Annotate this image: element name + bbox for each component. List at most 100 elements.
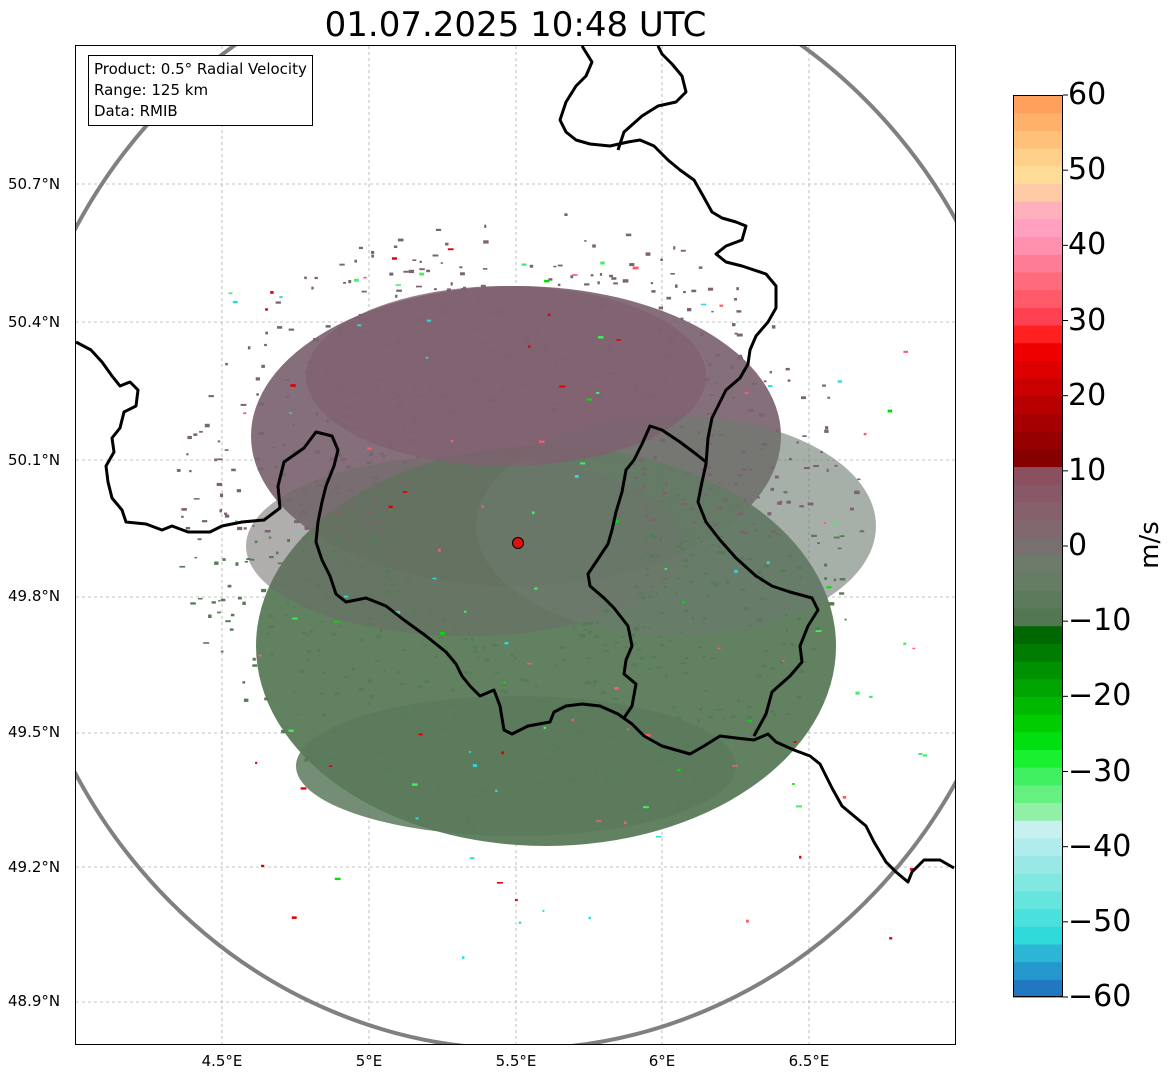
echo-pixel: [326, 512, 331, 515]
echo-pixel: [544, 350, 549, 354]
echo-pixel: [481, 410, 485, 413]
echo-pixel: [197, 597, 203, 600]
colorbar-tick-label: 0: [1068, 528, 1088, 563]
echo-pixel: [529, 740, 534, 743]
echo-pixel: [211, 601, 216, 604]
echo-pixel: [667, 336, 672, 340]
echo-pixel: [744, 392, 749, 394]
echo-pixel: [199, 430, 203, 433]
echo-pixel: [815, 630, 822, 632]
echo-pixel: [759, 413, 765, 417]
echo-pixel: [769, 371, 772, 374]
colorbar-segment: [1013, 413, 1063, 432]
echo-pixel: [833, 536, 840, 539]
echo-pixel: [787, 555, 793, 558]
echo-pixel: [407, 302, 412, 305]
echo-pixel: [341, 532, 344, 535]
lon-tick-label: 6°E: [648, 1052, 676, 1070]
echo-pixel: [713, 523, 719, 526]
echo-pixel: [242, 681, 246, 684]
echo-pixel: [453, 424, 458, 427]
echo-pixel: [740, 556, 744, 560]
echo-pixel: [813, 465, 819, 467]
echo-pixel: [477, 656, 480, 659]
echo-pixel: [826, 586, 832, 589]
echo-pixel: [588, 347, 592, 351]
echo-pixel: [340, 457, 347, 461]
echo-pixel: [650, 518, 656, 522]
echo-pixel: [333, 486, 338, 490]
echo-pixel: [710, 544, 716, 546]
echo-pixel: [593, 635, 600, 639]
colorbar-segment: [1013, 484, 1063, 503]
echo-pixel: [580, 462, 586, 465]
echo-pixel: [307, 650, 311, 653]
echo-pixel: [837, 380, 843, 383]
echo-pixel: [480, 284, 486, 288]
echo-pixel: [775, 429, 779, 433]
echo-pixel: [391, 257, 397, 260]
echo-pixel: [718, 482, 721, 484]
echo-pixel: [437, 787, 441, 791]
echo-pixel: [756, 496, 760, 499]
echo-pixel: [333, 730, 339, 733]
echo-pixel: [747, 720, 752, 723]
echo-pixel: [361, 556, 366, 559]
echo-pixel: [405, 580, 411, 584]
echo-pixel: [685, 472, 690, 475]
radar-map[interactable]: [75, 45, 956, 1045]
echo-pixel: [358, 687, 364, 691]
echo-pixel: [689, 580, 694, 584]
echo-pixel: [326, 419, 329, 423]
echo-pixel: [603, 644, 607, 647]
echo-pixel: [208, 614, 212, 618]
echo-pixel: [736, 310, 742, 313]
echo-pixel: [342, 373, 348, 376]
echo-pixel: [903, 642, 907, 645]
echo-pixel: [337, 452, 341, 456]
echo-pixel: [257, 467, 264, 471]
colorbar-segment: [1013, 395, 1063, 414]
echo-pixel: [734, 298, 737, 301]
echo-pixel: [331, 550, 336, 554]
echo-pixel: [422, 824, 425, 826]
echo-pixel: [734, 570, 738, 573]
echo-pixel: [842, 796, 847, 799]
echo-pixel: [279, 583, 285, 586]
echo-pixel: [289, 412, 292, 414]
echo-pixel: [759, 618, 763, 622]
echo-pixel: [425, 356, 429, 359]
echo-pixel: [424, 680, 430, 683]
echo-pixel: [471, 637, 474, 641]
echo-pixel: [734, 332, 738, 335]
echo-pixel: [319, 692, 325, 695]
echo-pixel: [647, 667, 651, 670]
echo-pixel: [708, 715, 713, 720]
echo-pixel: [547, 313, 551, 316]
echo-pixel: [718, 434, 724, 436]
echo-pixel: [697, 536, 700, 539]
echo-pixel: [403, 270, 409, 273]
echo-pixel: [395, 339, 400, 342]
colorbar-segment: [1013, 554, 1063, 574]
echo-pixel: [397, 238, 404, 242]
echo-pixel: [441, 310, 447, 314]
echo-pixel: [581, 622, 587, 626]
echo-pixel: [736, 474, 743, 477]
echo-pixel: [339, 625, 343, 627]
echo-pixel: [588, 916, 591, 920]
echo-pixel: [752, 382, 758, 385]
echo-pixel: [636, 388, 639, 392]
echo-pixel: [345, 465, 352, 469]
echo-pixel: [747, 558, 753, 561]
colorbar-segment: [1013, 377, 1063, 397]
echo-pixel: [680, 249, 686, 252]
echo-pixel: [473, 378, 480, 381]
echo-pixel: [644, 507, 647, 511]
echo-pixel: [552, 410, 558, 413]
echo-pixel: [496, 882, 503, 884]
lat-tick-label: 48.9°N: [8, 992, 61, 1010]
echo-pixel: [604, 609, 609, 613]
echo-pixel: [252, 664, 258, 667]
echo-pixel: [748, 408, 754, 412]
